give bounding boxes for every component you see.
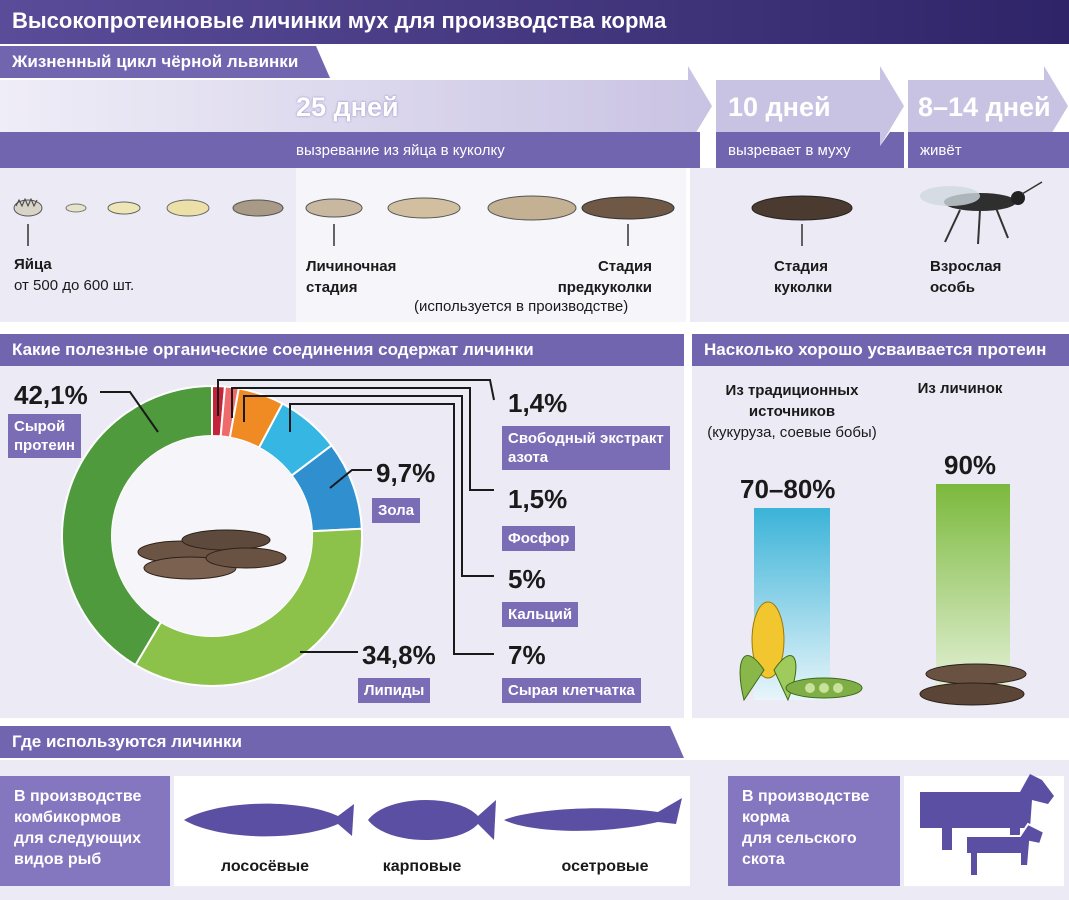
lipids-pct: 34,8% [362,640,436,670]
nfe-pct: 1,4% [508,388,568,418]
prepupa-title: Стадия предкуколки [557,258,652,296]
fly-icon [920,181,1043,245]
phase-2-caption: вызревает в муху [728,142,851,159]
ash-label: Зола [372,498,421,523]
prepupa-sub: (используется в производстве) [414,298,629,315]
carp-icon [368,799,496,841]
composition-donut-chart [61,379,495,687]
larva-small-icon [107,201,141,215]
larvae-cluster-icon [137,529,287,580]
traditional-label: Из традиционных источников [725,382,859,420]
page-title: Высокопротеиновые личинки мух для произв… [12,8,667,33]
traditional-sub: (кукуруза, соевые бобы) [707,424,877,441]
composition-header-label: Какие полезные органические соединения с… [12,340,534,359]
larva-grown-icon [387,197,461,219]
phase-arrow-3 [908,66,1068,146]
pupa-title: Стадия куколки [774,258,833,296]
composition-header: Какие полезные органические соединения с… [0,334,684,366]
calcium-pct: 5% [508,564,546,594]
fish-box: В производстве комбикормов для следующих… [0,776,170,886]
larvae-label: Из личинок [917,380,1003,397]
stage-illustrations [13,181,1043,246]
phase-3-days: 8–14 дней [918,92,1051,122]
usage-header-label: Где используются личинки [12,732,242,751]
fish-icons [184,798,682,841]
protein-header-label: Насколько хорошо усваивается протеин [704,340,1047,359]
phase-caption-bar-2 [716,132,904,168]
eggs-sub: от 500 до 600 шт. [14,277,135,294]
egg-cluster-icon [13,197,43,217]
lifecycle-header-label: Жизненный цикл чёрной львинки [12,52,299,71]
phase-1-days: 25 дней [296,92,399,122]
eggs-title: Яйца [14,256,52,273]
nfe-label: Свободный экстракт азота [502,426,670,470]
lipids-label: Липиды [358,678,431,703]
fiber-label: Сырая клетчатка [502,678,641,703]
traditional-value: 70–80% [740,474,836,504]
corn-soy-icon [739,601,863,702]
larva-stage-icon [305,198,363,218]
protein-label: Сырой протеин [8,414,81,458]
larva-tiny-icon [65,203,87,213]
phase-arrows [0,66,1069,168]
larva-title: Личиночная стадия [306,258,397,296]
prepupa-icon [581,196,675,220]
larvae-value: 90% [944,450,997,480]
usage-header: Где используются личинки [0,726,684,758]
protein-pct: 42,1% [14,380,88,410]
fish-carp: карповые [382,858,462,875]
larva-medium-icon [166,199,210,217]
phase-1-caption: вызревание из яйца в куколку [296,142,505,159]
stage-panel-eggs [0,168,296,322]
adult-title: Взрослая особь [930,258,1002,296]
phase-3-caption: живёт [920,142,962,159]
page-title-bar: Высокопротеиновые личинки мух для произв… [0,0,1069,44]
stage-panel-adult [690,168,1069,322]
pupa-icon [751,195,853,221]
leader-lines [100,379,495,655]
phase-arrow-2 [716,66,904,146]
fish-salmon: лососёвые [220,858,310,875]
lifecycle-header: Жизненный цикл чёрной львинки [0,46,330,78]
phase-arrow-1 [0,66,712,146]
fiber-pct: 7% [508,640,546,670]
fish-sturgeon: осетровые [561,858,649,875]
stage-panel-larva [296,168,686,322]
sturgeon-icon [504,798,682,831]
salmon-icon [184,803,354,837]
cattle-box: В производстве корма для сельского скота [728,776,900,886]
phase-2-days: 10 дней [728,92,831,122]
phosphorus-pct: 1,5% [508,484,568,514]
calcium-label: Кальций [502,602,579,627]
larvae-pile-icon [919,663,1027,706]
cattle-icon [920,774,1054,877]
phosphorus-label: Фосфор [502,526,576,551]
phase-caption-bar-3 [908,132,1069,168]
larva-large-icon [232,199,284,217]
ash-pct: 9,7% [376,458,436,488]
phase-caption-bar-1 [0,132,700,168]
larva-late-icon [487,195,577,221]
protein-header: Насколько хорошо усваивается протеин [692,334,1069,366]
